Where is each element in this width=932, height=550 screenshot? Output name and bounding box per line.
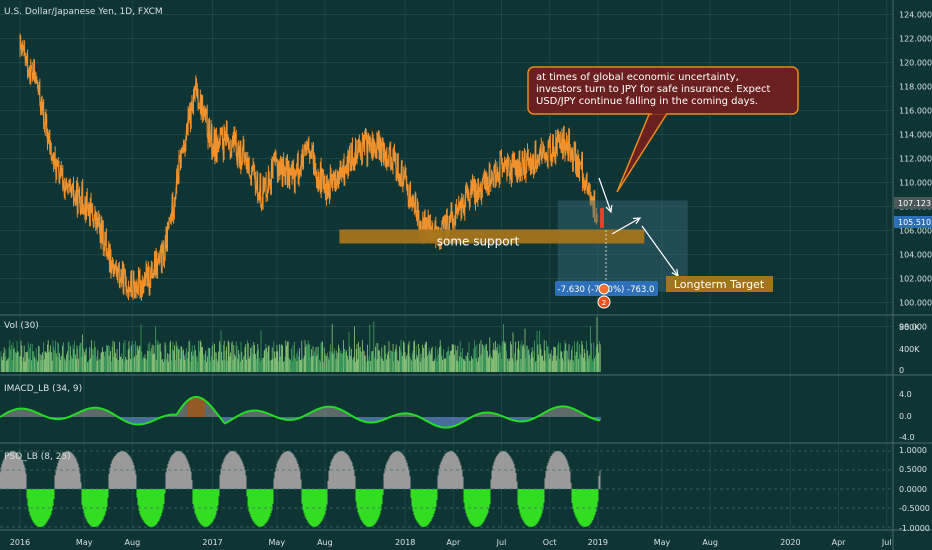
- price-tick-label: 112.000: [899, 155, 932, 164]
- callout-line: at times of global economic uncertainty,: [536, 72, 739, 83]
- callout-line: USD/JPY continue falling in the coming d…: [536, 96, 758, 107]
- x-tick-label: 2018: [395, 538, 415, 547]
- volume-tick-label: 800K: [899, 323, 920, 332]
- x-tick-label: 2016: [10, 538, 30, 547]
- price-tick-label: 106.000: [899, 227, 932, 236]
- x-tick-label: 2017: [202, 538, 222, 547]
- support-price-badge[interactable]: [894, 216, 932, 228]
- pso-panel[interactable]: [0, 450, 893, 528]
- arrow-up-head: [632, 217, 642, 225]
- imacd-tick-label: -4.0: [899, 433, 915, 442]
- chart-title: U.S. Dollar/Japanese Yen, 1D, FXCM: [4, 7, 163, 17]
- pso-tick-label: 0.5000: [899, 465, 927, 474]
- pso-tick-label: 1.0000: [899, 446, 927, 455]
- x-tick-label: Aug: [317, 538, 333, 547]
- price-tick-label: 118.000: [899, 83, 932, 92]
- x-tick-label: Jul: [496, 538, 507, 547]
- price-tick-label: 98.000: [899, 323, 927, 332]
- support-price-text: 105.510: [898, 218, 931, 227]
- imacd-panel-label: IMACD_LB (34, 9): [4, 384, 82, 394]
- price-tick-label: 120.000: [899, 59, 932, 68]
- x-tick-label: May: [76, 538, 93, 547]
- imacd-line[interactable]: [0, 395, 601, 429]
- imacd-tick-label: 0.0: [899, 412, 912, 421]
- price-tick-label: 124.000: [899, 11, 932, 20]
- callout-line: investors turn to JPY for safe insurance…: [536, 84, 771, 95]
- arrow-down-2: [641, 225, 679, 277]
- x-tick-label: Aug: [702, 538, 718, 547]
- imacd-panel[interactable]: [0, 395, 601, 429]
- measure-bar: [600, 208, 604, 228]
- price-line[interactable]: [19, 39, 598, 298]
- price-tick-label: 110.000: [899, 179, 932, 188]
- arrow-down-1: [598, 177, 612, 213]
- pso-tick-label: -0.5000: [899, 504, 930, 513]
- event-badge-count: 2: [602, 299, 606, 307]
- last-price-text: 107.123: [898, 199, 931, 208]
- volume-panel[interactable]: [0, 317, 601, 372]
- x-tick-label: 2020: [780, 538, 800, 547]
- arrow-down-1-head: [605, 204, 613, 214]
- pso-panel-label: PSO_LB (8, 25): [4, 452, 71, 462]
- price-tick-label: 116.000: [899, 107, 932, 116]
- x-tick-label: Aug: [125, 538, 141, 547]
- event-flag-icon[interactable]: [597, 295, 611, 309]
- support-label: some support: [437, 235, 520, 249]
- x-tick-label: Apr: [446, 538, 461, 547]
- x-tick-label: May: [654, 538, 671, 547]
- target-label-box[interactable]: [666, 276, 773, 292]
- target-label: Longterm Target: [674, 278, 765, 291]
- price-tick-label: 114.000: [899, 131, 932, 140]
- volume-panel-label: Vol (30): [4, 321, 39, 331]
- volume-tick-label: 400K: [899, 345, 920, 354]
- last-price-badge[interactable]: [894, 197, 932, 209]
- pso-tick-label: 0.0000: [899, 485, 927, 494]
- price-tick-label: 122.000: [899, 35, 932, 44]
- x-tick-label: Apr: [832, 538, 847, 547]
- price-tick-label: 104.000: [899, 251, 932, 260]
- pso-tick-label: -1.0000: [899, 524, 930, 533]
- price-tick-label: 100.000: [899, 299, 932, 308]
- support-zone[interactable]: [339, 229, 645, 244]
- price-tick-label: 102.000: [899, 275, 932, 284]
- x-tick-label: Jul: [881, 538, 892, 547]
- x-tick-label: Oct: [543, 538, 557, 547]
- callout-text: at times of global economic uncertainty,…: [536, 72, 771, 107]
- x-tick-label: May: [269, 538, 286, 547]
- event-badge-icon[interactable]: [598, 283, 610, 295]
- arrow-up: [611, 217, 641, 235]
- volume-tick-label: 0: [899, 366, 904, 375]
- x-tick-label: 2019: [588, 538, 608, 547]
- imacd-tick-label: 4.0: [899, 390, 912, 399]
